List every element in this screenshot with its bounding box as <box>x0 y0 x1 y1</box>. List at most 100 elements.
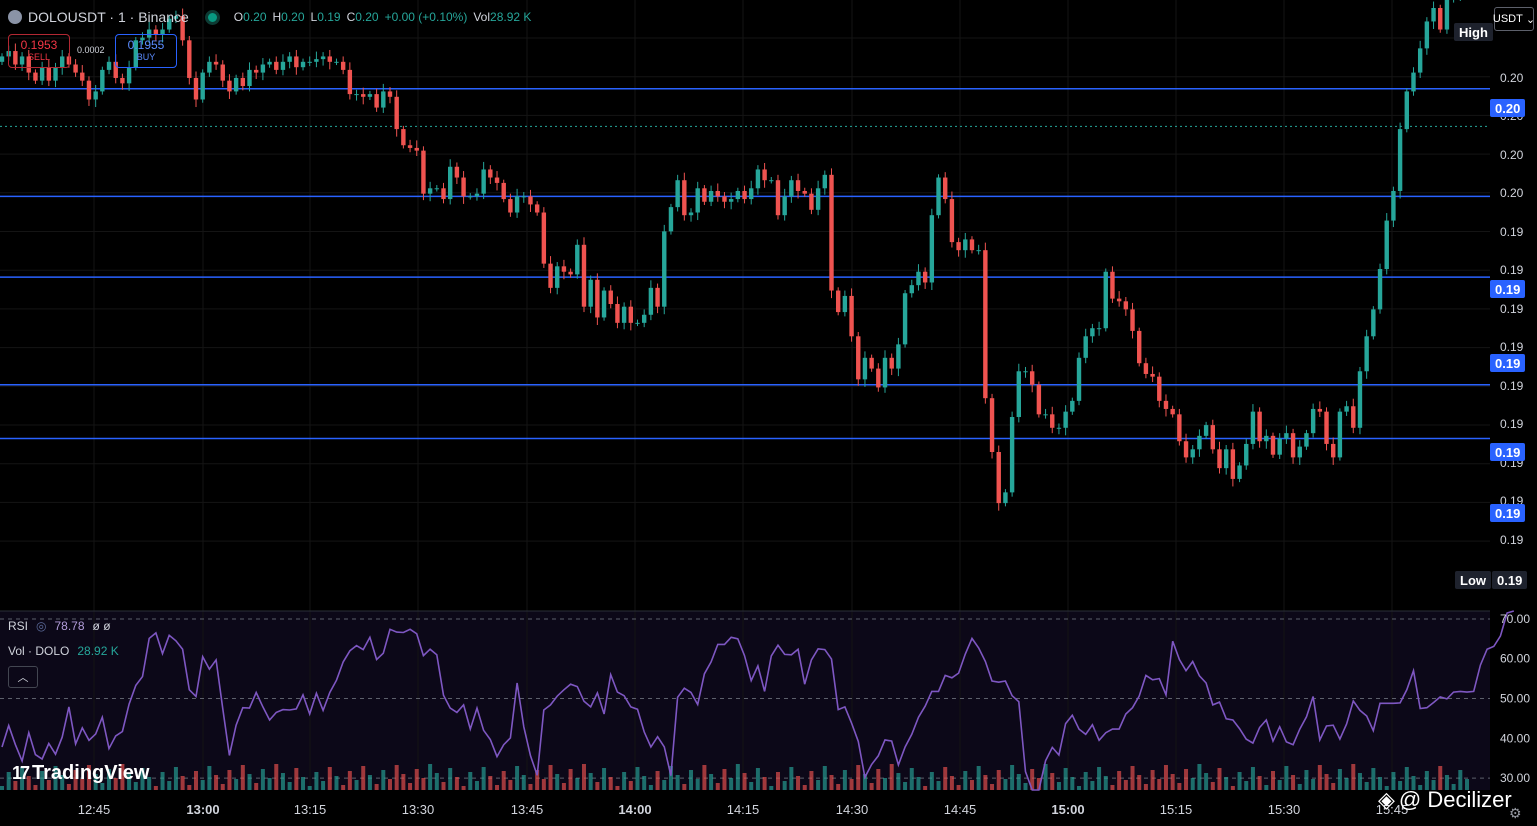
candle <box>628 306 634 323</box>
volume-bar <box>963 771 968 790</box>
candle <box>120 77 125 84</box>
collapse-legend-button[interactable]: ︿ <box>8 666 38 688</box>
candle <box>742 190 747 200</box>
volume-bar <box>421 778 426 790</box>
candle <box>267 61 272 65</box>
volume-bar <box>501 771 506 790</box>
candle <box>568 271 573 275</box>
volume-bar <box>769 786 774 790</box>
volume-bar <box>976 766 981 790</box>
volume-bar <box>1083 772 1088 790</box>
volume-bar <box>1451 784 1456 790</box>
volume-bar <box>481 767 486 790</box>
volume-bar <box>595 782 600 790</box>
candle <box>889 357 894 369</box>
volume-bar <box>434 773 439 790</box>
candle <box>809 193 814 210</box>
volume-bar <box>749 782 754 790</box>
time-axis-label: 15:30 <box>1268 802 1301 817</box>
price-axis-label: 0.20 <box>1500 71 1524 85</box>
candle <box>33 72 38 81</box>
volume-bar <box>1411 776 1416 790</box>
rsi-axis-label: 50.00 <box>1500 692 1530 706</box>
volume-bar <box>187 785 192 790</box>
volume-bar <box>374 784 379 790</box>
volume-bar <box>361 766 366 790</box>
spread-value: 0.0002 <box>77 45 105 55</box>
volume-bar <box>755 768 760 790</box>
candle <box>1177 414 1182 442</box>
candle <box>949 199 955 243</box>
volume-legend[interactable]: Vol · DOLO 28.92 K <box>8 644 119 658</box>
candle <box>1324 411 1329 444</box>
volume-bar <box>167 781 172 790</box>
volume-bar <box>1010 765 1015 790</box>
volume-bar <box>956 785 961 790</box>
candle <box>1230 449 1236 479</box>
candle <box>514 196 520 213</box>
open-value: 0.20 <box>243 10 267 24</box>
candle <box>39 67 45 81</box>
candle <box>876 368 881 388</box>
candle <box>1290 433 1296 458</box>
rsi-axis-label: 70.00 <box>1500 612 1530 626</box>
volume-bar <box>1123 780 1128 790</box>
rsi-legend[interactable]: RSI ◎ 78.78 ø ø <box>8 619 111 633</box>
candle <box>969 239 975 251</box>
volume-bar <box>1177 783 1182 790</box>
volume-bar <box>1250 767 1255 790</box>
candle <box>1190 449 1195 458</box>
candle <box>1357 371 1363 428</box>
volume-bar <box>13 781 18 790</box>
buy-button[interactable]: 0.1955 BUY <box>115 34 177 68</box>
volume-bar <box>1297 784 1302 790</box>
volume-bar <box>1271 771 1276 790</box>
candle <box>280 61 286 70</box>
volume-bar <box>1317 765 1322 790</box>
high-value: 0.20 <box>281 10 305 24</box>
candle <box>608 290 613 304</box>
volume-bar <box>555 774 560 790</box>
volume-bar <box>702 765 707 790</box>
candle <box>100 69 105 92</box>
volume-bar <box>836 784 841 790</box>
candle <box>187 40 192 78</box>
candle <box>902 293 908 345</box>
candle <box>93 91 98 100</box>
sell-button[interactable]: 0.1953 SELL <box>8 34 70 68</box>
volume-bar <box>1337 769 1342 790</box>
candle <box>140 37 145 41</box>
symbol-logo-icon <box>8 10 22 24</box>
volume-bar <box>153 786 158 790</box>
level-tag-4: 0.19 <box>1490 443 1526 461</box>
candle <box>53 67 58 81</box>
volume-bar <box>1458 770 1463 790</box>
volume-bar <box>20 767 25 790</box>
volume-bar <box>796 776 801 790</box>
volume-bar <box>1016 774 1021 790</box>
volume-bar <box>903 782 908 790</box>
candle <box>963 239 968 251</box>
candle <box>588 279 593 307</box>
candle <box>1157 376 1162 401</box>
low-label: Low <box>1455 571 1491 589</box>
candle <box>193 77 199 100</box>
tradingview-logo[interactable]: 17 TradingView <box>12 762 150 784</box>
symbol-title[interactable]: DOLOUSDT · 1 · Binance <box>28 9 189 25</box>
candle <box>1090 328 1095 337</box>
candle <box>595 279 600 318</box>
candle <box>1424 21 1430 49</box>
candle <box>896 344 901 369</box>
volume-bar <box>1364 782 1369 790</box>
candle <box>361 94 366 97</box>
candle <box>1110 271 1115 299</box>
currency-selector[interactable]: USDT ⌄ <box>1493 7 1535 31</box>
volume-bar <box>709 774 714 790</box>
candle <box>1417 48 1423 73</box>
candle <box>815 188 821 210</box>
volume-indicator-value: 28.92 K <box>77 644 119 658</box>
rsi-settings-icon[interactable]: ◎ <box>36 619 47 633</box>
settings-icon[interactable]: ⚙ <box>1509 805 1522 821</box>
candle <box>407 145 413 148</box>
